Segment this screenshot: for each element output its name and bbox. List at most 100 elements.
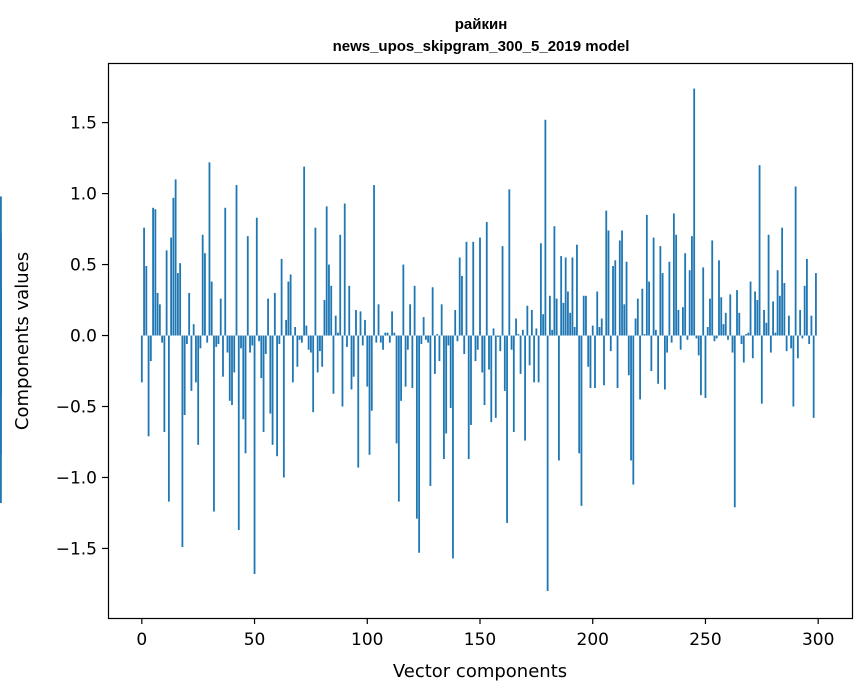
bar (630, 335, 632, 461)
bar (163, 335, 166, 433)
bar (742, 335, 745, 363)
bar (251, 335, 254, 346)
bar (738, 312, 741, 336)
bar (145, 265, 148, 336)
bar (192, 324, 195, 336)
y-tick-label: 0.5 (70, 256, 97, 276)
bar (684, 253, 687, 336)
bar (490, 335, 493, 423)
y-axis: −1.5 −1.0 −0.5 0.0 0.5 1.0 1.5 (56, 114, 108, 559)
bar (176, 273, 179, 336)
bar (280, 258, 283, 336)
bar (379, 335, 382, 343)
bar (467, 335, 470, 460)
y-tick-label: −1.0 (56, 468, 97, 488)
bar (215, 335, 218, 347)
bar (348, 285, 351, 336)
bar (357, 335, 360, 468)
bar (370, 335, 373, 411)
bar (0, 335, 2, 504)
bar (632, 335, 635, 485)
bar (436, 334, 439, 336)
bar (621, 230, 623, 336)
bar (181, 335, 184, 548)
bar (506, 335, 508, 523)
bar (199, 335, 202, 349)
bar (364, 319, 366, 336)
bar (260, 335, 263, 379)
bar (641, 288, 644, 336)
bar (226, 335, 229, 353)
bar (452, 335, 454, 559)
bar (585, 295, 587, 336)
chart-title: райкин (455, 16, 508, 33)
bar (607, 230, 610, 336)
bar (625, 261, 628, 336)
bar (758, 165, 761, 336)
y-tick-label: −0.5 (56, 398, 97, 418)
bar (258, 335, 260, 342)
bar (539, 243, 542, 336)
bar (688, 270, 691, 336)
bar (201, 234, 204, 336)
bar (269, 335, 272, 414)
bar (156, 292, 159, 336)
bar (659, 246, 662, 336)
y-tick-label: 0.0 (70, 327, 97, 347)
bar (470, 335, 472, 425)
bar (179, 263, 182, 336)
bar (420, 335, 423, 345)
bar (278, 335, 281, 345)
bar (337, 332, 339, 336)
bar (350, 335, 353, 390)
bar (183, 335, 186, 416)
bar (197, 335, 200, 445)
bar (790, 335, 793, 349)
bar (479, 237, 481, 336)
bar (321, 335, 324, 367)
bar (542, 314, 545, 336)
bar (774, 332, 777, 336)
bar (528, 335, 531, 366)
bar (273, 292, 276, 336)
bar (555, 298, 558, 336)
bar (562, 302, 565, 336)
bar (488, 335, 490, 370)
bar (222, 335, 224, 377)
bar (706, 327, 709, 336)
bar (650, 335, 653, 372)
bar (431, 287, 434, 336)
bar (519, 335, 522, 374)
bar (776, 270, 779, 336)
bar (170, 237, 173, 336)
bar (569, 312, 572, 336)
x-tick-label: 50 (244, 630, 266, 650)
bar (747, 332, 750, 336)
x-tick-label: 0 (136, 630, 147, 650)
bar (589, 335, 592, 389)
bar (783, 283, 786, 336)
bar (501, 246, 504, 336)
bar (715, 335, 718, 339)
bar (722, 324, 725, 336)
bar (224, 207, 227, 336)
bar (355, 309, 357, 336)
bar (458, 257, 461, 336)
bar (140, 335, 143, 383)
chart-subtitle: news_upos_skipgram_300_5_2019 model (333, 38, 630, 55)
x-tick-label: 300 (802, 630, 834, 650)
bar (0, 196, 2, 336)
bar (445, 335, 448, 434)
bar (815, 273, 817, 336)
bar (634, 318, 637, 336)
bar (402, 264, 405, 336)
bar (564, 257, 567, 336)
y-tick-label: 1.0 (70, 185, 97, 205)
bar (409, 304, 412, 336)
bar (267, 298, 269, 336)
bar (600, 318, 603, 336)
bar (679, 335, 682, 350)
bar (174, 179, 177, 336)
